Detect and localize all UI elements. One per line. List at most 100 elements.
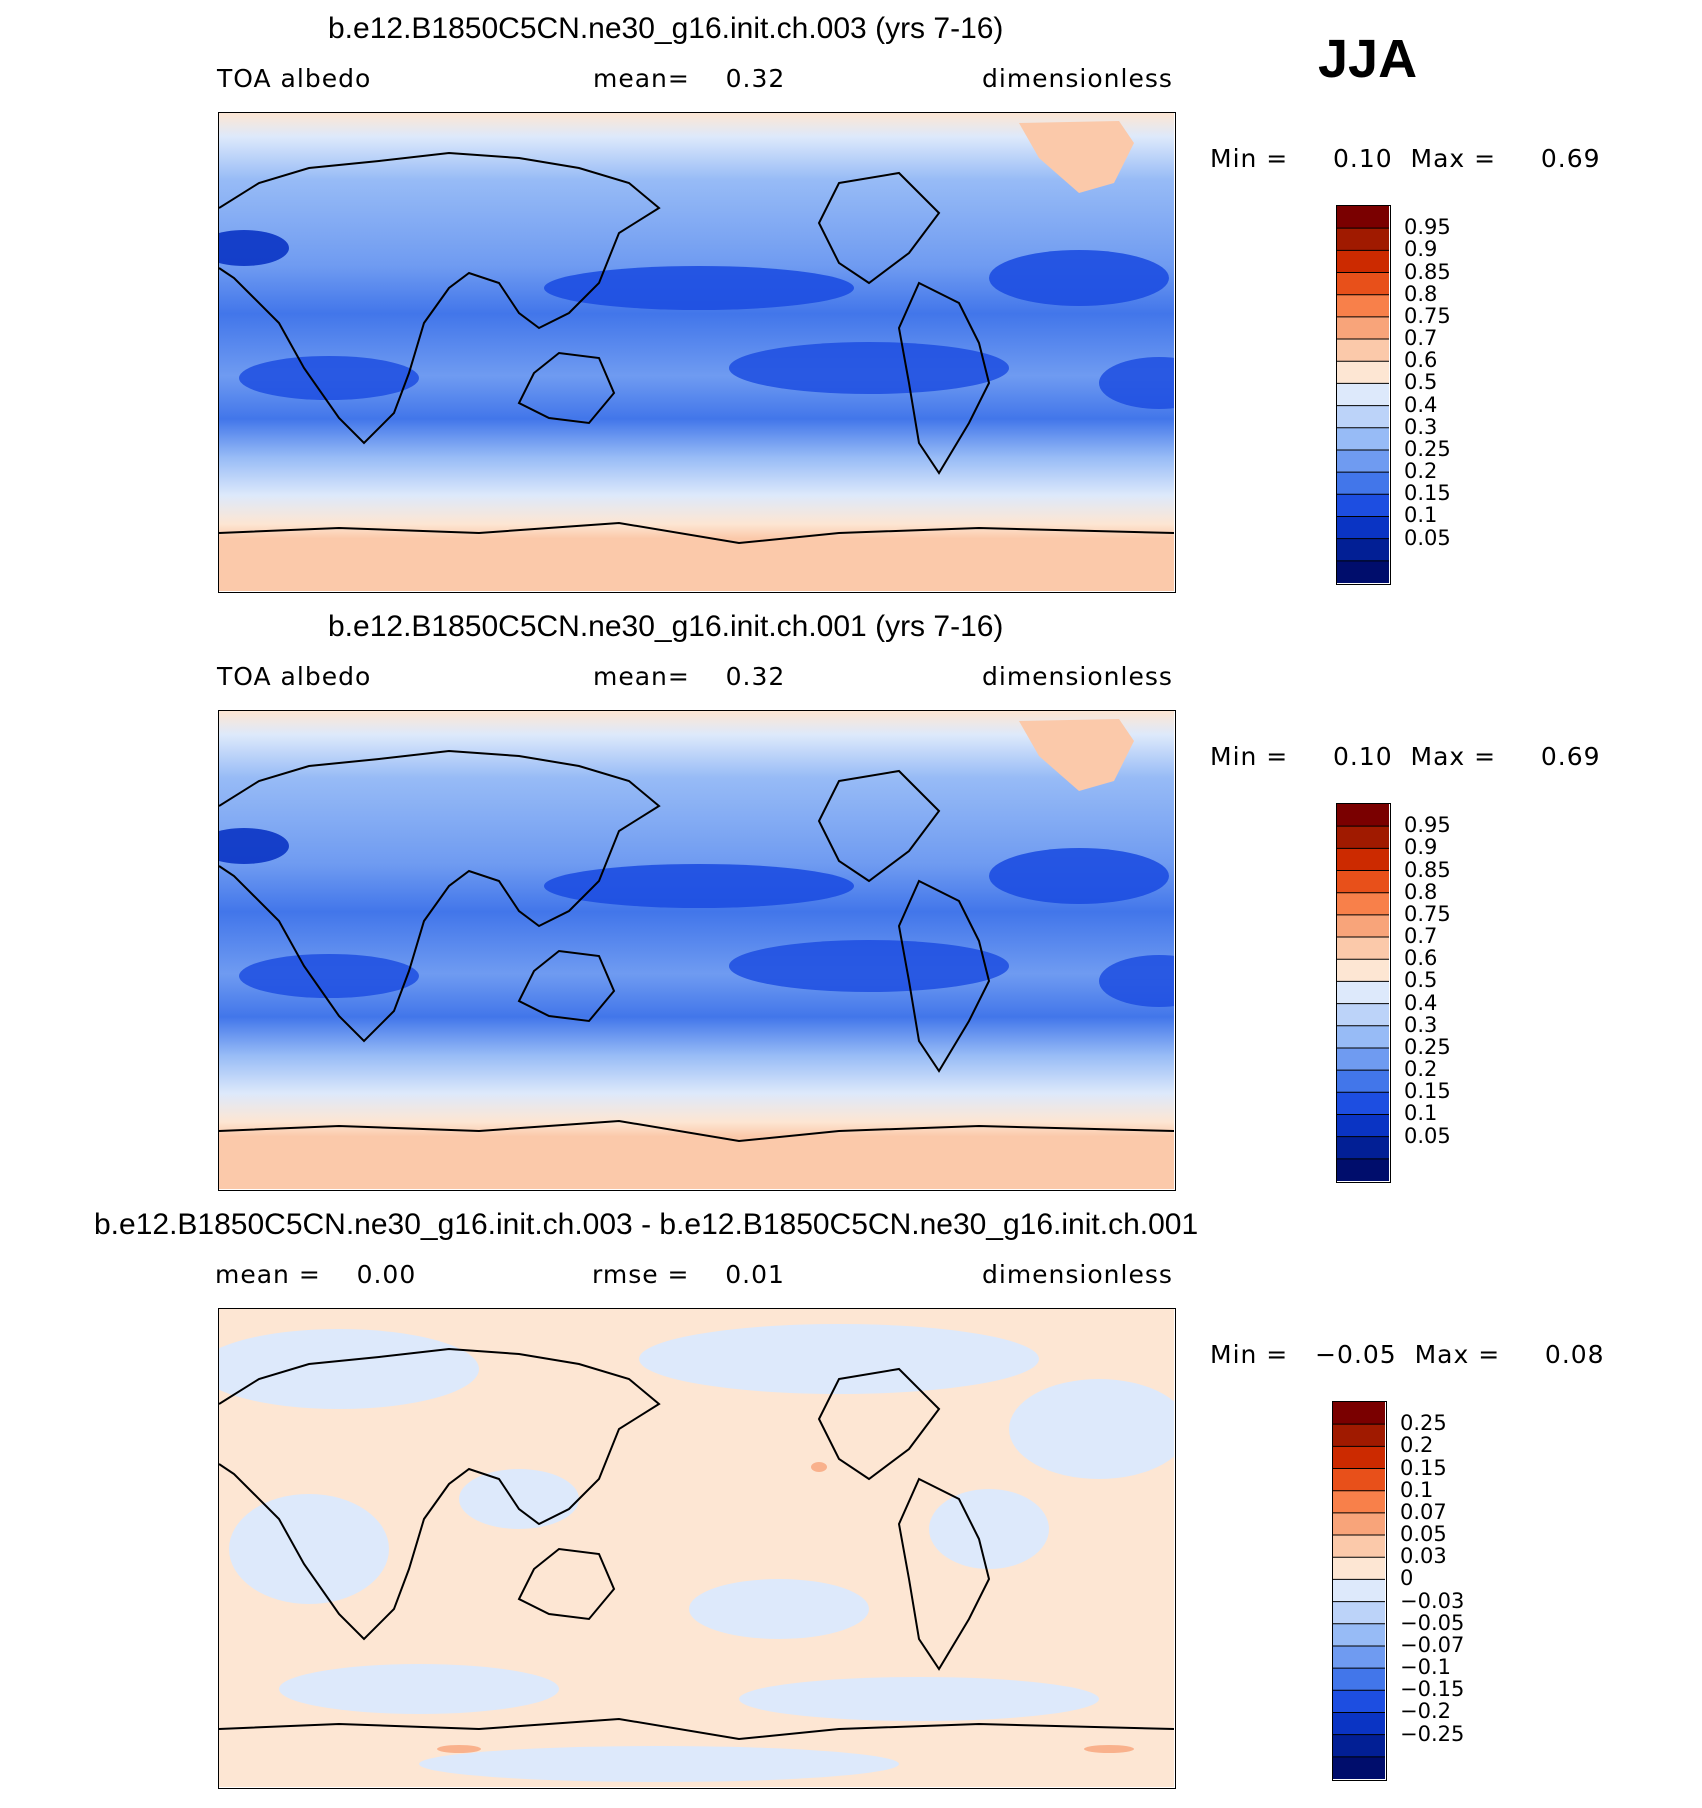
colorbar-label: 0.5 [1404,968,1438,993]
colorbar-label: 0.9 [1404,237,1438,262]
colorbar-swatch [1337,1070,1389,1093]
colorbar-swatch [1337,294,1389,318]
colorbar-label: 0.95 [1404,813,1451,838]
panel-1-map-field [199,113,1219,591]
panel-2-title: b.e12.B1850C5CN.ne30_g16.init.ch.001 (yr… [328,610,1004,643]
colorbar-label: 0.03 [1400,1544,1447,1569]
colorbar-swatch [1337,1047,1389,1071]
colorbar-label: 0.8 [1404,281,1438,306]
colorbar-swatch [1337,804,1389,827]
colorbar-swatch [1337,228,1389,251]
colorbar-swatch [1337,560,1389,584]
panel-3-map-field [199,1309,1189,1787]
colorbar-swatch [1337,272,1389,296]
colorbar-label: 0.85 [1404,857,1451,882]
colorbar-label: 0.1 [1404,503,1438,528]
colorbar-swatch [1333,1601,1385,1625]
colorbar-swatch [1337,937,1389,960]
colorbar-label: 0.7 [1404,326,1438,351]
panel-2-colorbar-swatches [1337,804,1389,1182]
colorbar-swatch [1337,427,1389,451]
colorbar-swatch [1337,1092,1389,1115]
colorbar-swatch [1337,981,1389,1005]
panel-3-units: dimensionless [982,1260,1173,1289]
colorbar-label: 0.4 [1404,990,1438,1015]
colorbar-swatch [1337,472,1389,495]
colorbar-label: −0.25 [1400,1721,1465,1746]
colorbar-label: 0.15 [1404,481,1451,506]
colorbar-label: −0.05 [1400,1610,1465,1635]
panel-2-colorbar [1336,803,1391,1183]
colorbar-label: 0.2 [1404,459,1438,484]
colorbar-label: 0.1 [1404,1101,1438,1126]
colorbar-label: 0.75 [1404,303,1451,328]
colorbar-label: 0.3 [1404,414,1438,439]
colorbar-label: 0.05 [1404,1123,1451,1148]
colorbar-swatch [1337,250,1389,274]
colorbar-label: 0.85 [1404,259,1451,284]
colorbar-label: 0.05 [1404,525,1451,550]
panel-1-colorbar-swatches [1337,206,1389,584]
panel-2-units: dimensionless [982,662,1173,691]
panel-1-units: dimensionless [982,64,1173,93]
colorbar-label: 0.2 [1404,1057,1438,1082]
colorbar-swatch [1333,1446,1385,1470]
panel-3-minmax: Min = −0.05 Max = 0.08 [1210,1340,1605,1369]
colorbar-swatch [1333,1734,1385,1758]
colorbar-swatch [1333,1490,1385,1514]
colorbar-swatch [1337,316,1389,340]
colorbar-swatch [1337,361,1389,384]
colorbar-swatch [1337,892,1389,916]
colorbar-label: 0.4 [1404,392,1438,417]
panel-3-colorbar-swatches [1333,1402,1385,1780]
colorbar-label: −0.15 [1400,1677,1465,1702]
colorbar-swatch [1333,1512,1385,1536]
colorbar-swatch [1337,1114,1389,1138]
panel-2-minmax: Min = 0.10 Max = 0.69 [1210,742,1601,771]
colorbar-label: 0.25 [1400,1411,1447,1436]
colorbar-swatch [1337,405,1389,429]
panel-3-rmse: rmse = 0.01 [592,1260,785,1289]
season-label: JJA [1318,29,1418,89]
colorbar-swatch [1337,1136,1389,1160]
colorbar-label: 0.9 [1404,835,1438,860]
colorbar-label: 0.15 [1404,1079,1451,1104]
colorbar-label: −0.1 [1400,1655,1451,1680]
colorbar-swatch [1333,1690,1385,1713]
colorbar-swatch [1333,1424,1385,1447]
colorbar-label: 0.25 [1404,1034,1451,1059]
colorbar-label: 0.25 [1404,436,1451,461]
colorbar-label: 0.05 [1400,1522,1447,1547]
panel-1-map [199,112,1219,593]
panel-1-variable: TOA albedo [217,64,372,93]
colorbar-swatch [1337,848,1389,872]
colorbar-label: 0.15 [1400,1455,1447,1480]
colorbar-swatch [1337,339,1389,362]
panel-1-colorbar-labels: 0.95 0.9 0.85 0.8 0.75 0.7 0.6 0.5 0.4 0.3 0.25 0.2… [1404,205,1514,585]
colorbar-label: 0.3 [1404,1012,1438,1037]
panel-3-title: b.e12.B1850C5CN.ne30_g16.init.ch.003 - b… [94,1208,1199,1241]
panel-2-variable: TOA albedo [217,662,372,691]
colorbar-label: 0.1 [1400,1477,1434,1502]
colorbar-swatch [1333,1623,1385,1647]
colorbar-label: 0.07 [1400,1499,1447,1524]
panel-3-map [199,1308,1189,1789]
colorbar-swatch [1337,206,1389,229]
panel-2-map-field [199,711,1219,1189]
colorbar-label: −0.03 [1400,1588,1465,1613]
panel-3-mean: mean = 0.00 [215,1260,417,1289]
colorbar-swatch [1337,1158,1389,1182]
colorbar-swatch [1337,449,1389,473]
colorbar-label: 0.6 [1404,946,1438,971]
colorbar-swatch [1333,1645,1385,1669]
colorbar-label: 0.95 [1404,215,1451,240]
colorbar-swatch [1333,1535,1385,1558]
colorbar-label: 0.6 [1404,348,1438,373]
colorbar-swatch [1337,516,1389,540]
colorbar-label: 0.75 [1404,901,1451,926]
colorbar-swatch [1337,383,1389,407]
colorbar-swatch [1333,1756,1385,1780]
colorbar-swatch [1333,1668,1385,1691]
colorbar-swatch [1337,959,1389,982]
colorbar-swatch [1333,1579,1385,1603]
